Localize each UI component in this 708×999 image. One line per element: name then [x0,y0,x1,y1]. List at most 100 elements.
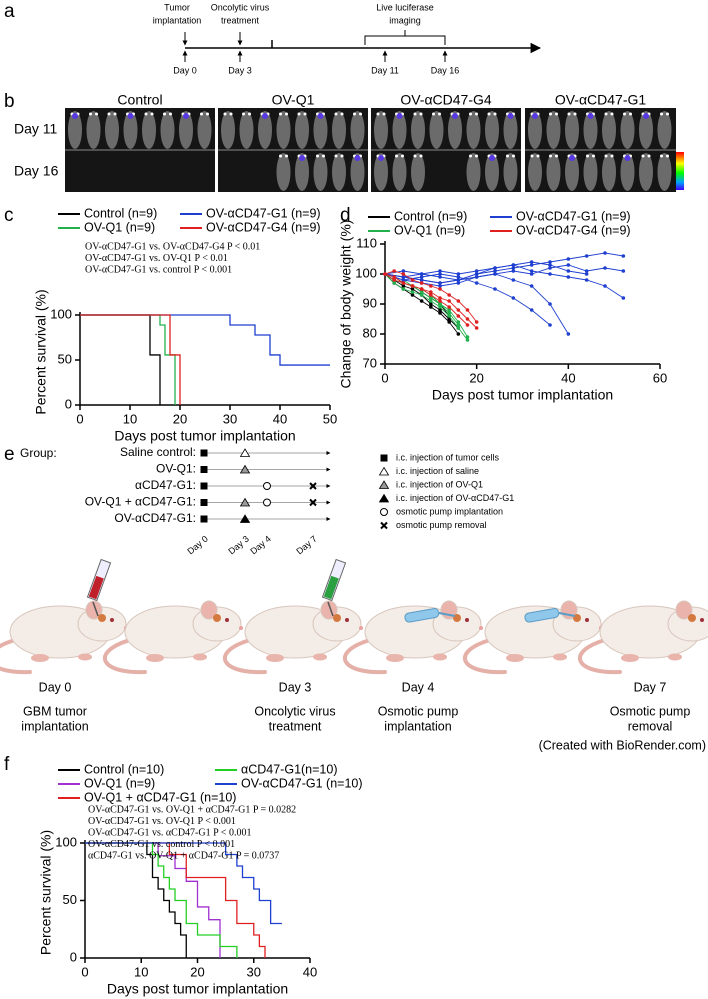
mouse-eye [163,112,166,116]
mouse-image [86,111,101,149]
tumor-site [333,614,341,622]
weight-point [456,299,461,303]
day-label: Day 0 [173,65,197,75]
weight-point [529,284,534,288]
mouse-foot [621,654,639,662]
symbol [200,482,208,490]
mouse-eye [604,154,608,158]
weight-point [493,269,497,273]
mouse-image [350,111,365,149]
weight-point [447,305,451,309]
mouse-eye [493,112,497,116]
weight-point [529,260,534,264]
weight-point [584,272,589,276]
event-label: implantation [153,15,202,25]
mouse-image [392,111,407,149]
mouse-eye [225,618,229,622]
survival-curve [85,842,282,925]
mouse-image [657,111,672,149]
syringe-liquid [88,575,104,600]
mouse-foot [506,654,524,662]
mouse-image [503,153,518,191]
mouse-eye [660,154,663,158]
mouse-eye [334,154,338,158]
legend-label: i.c. injection of OV-αCD47-G1 [396,493,514,503]
weight-point [566,269,571,273]
weight-point [401,275,406,279]
tumor-site [98,614,106,622]
mouse-eye [150,112,154,116]
weight-point [447,320,451,324]
mouse-image [374,111,388,149]
legend-label: i.c. injection of saline [396,466,479,476]
x-tick-label: 50 [323,411,337,426]
weight-point [465,338,470,342]
mouse-image [374,153,388,191]
mouse-eye [487,112,491,116]
mouse-image [350,153,365,191]
tumor-site [688,614,696,622]
syringe-needle [92,601,99,617]
mouse-eye [322,154,325,158]
legend-label: OV-Q1 (n=9) [84,220,155,234]
legend-label: OV-αCD47-G1 (n=9) [206,206,321,220]
mouse-eye [432,112,435,116]
row-label: Day 16 [14,163,59,179]
luciferase-signal [624,155,631,161]
mouse-eye [285,112,288,116]
y-tick-label: 50 [63,892,77,907]
step-caption: removal [628,719,672,733]
annotation: OV-αCD47-G1 vs. control P < 0.001 [88,839,235,850]
luciferase-signal [507,113,514,119]
step-day: Day 0 [39,680,72,694]
mouse-eye [469,154,472,158]
weight-point [548,302,552,306]
legend-label: OV-Q1 (n=9) [394,223,465,237]
weight-point [529,269,534,273]
luciferase-signal [396,113,403,119]
step-caption: Osmotic pump [378,704,459,718]
x-tick-label: 30 [247,964,261,979]
symbol [378,466,390,476]
x-tick-label: 20 [190,964,204,979]
x-tick-label: 40 [273,411,287,426]
legend-label: OV-αCD47-G1 (n=10) [241,776,363,790]
y-tick-label: 110 [356,235,377,250]
mouse-image [602,111,616,149]
weight-point [401,278,406,282]
weight-point [621,296,626,300]
survival-curve [80,314,161,405]
weight-point [429,305,433,309]
mouse-tail [578,638,622,675]
weight-point [392,281,396,285]
luciferase-signal [262,113,268,119]
weight-line [384,264,624,287]
mouse-ear [675,600,693,620]
weight-point [429,290,433,294]
weight-point [511,278,516,282]
legend-label: Control (n=9) [84,206,157,220]
weight-point [438,296,442,300]
mouse-image [620,111,635,149]
event-label: Oncolytic virus [211,2,270,12]
weight-point [410,290,415,294]
mouse-tail [0,638,32,675]
symbol [239,497,251,507]
luciferase-signal [643,113,649,119]
symbol [200,515,208,523]
weight-point [438,302,442,306]
mouse-foot [386,654,404,662]
mouse-eye [229,112,233,116]
weight-point [419,278,424,282]
mouse-eye [475,154,478,158]
weight-point [410,278,415,282]
mouse-image [583,111,598,149]
symbol [200,499,208,506]
mouse-foot [668,653,682,661]
group-heading: Group: [20,446,57,460]
weight-point [419,281,424,285]
mouse-eye [279,112,282,116]
mouse-tail [223,638,267,675]
mouse-eye [700,618,704,622]
day-label: Day 7 [294,534,318,557]
